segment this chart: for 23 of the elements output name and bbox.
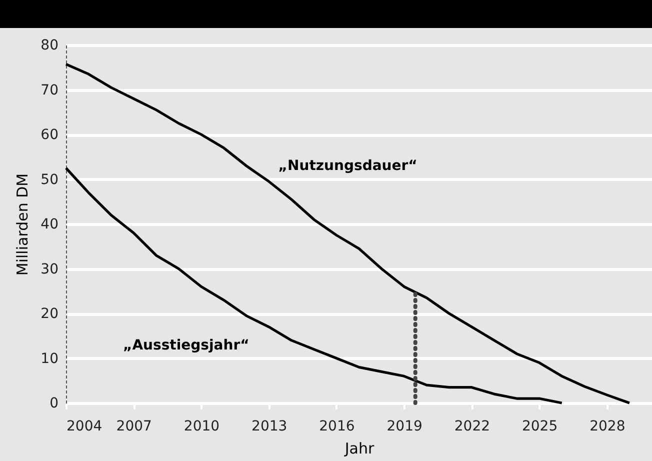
y-tick-label: 10 [40,350,58,367]
series-label: „Ausstiegsjahr“ [122,337,250,354]
x-tick-label: 2004 [66,418,102,434]
x-tick-label: 2007 [116,418,152,434]
x-tick-label: 2019 [386,418,422,434]
x-tick-label: 2010 [184,418,220,434]
y-tick-label: 50 [40,172,58,188]
x-tick-label: 2013 [252,418,288,434]
x-tick-label: 2028 [590,418,626,434]
y-tick-label: 70 [40,82,58,98]
series-label: „Nutzungsdauer“ [278,158,418,174]
y-tick-label: 30 [40,261,58,278]
line-series [64,62,631,404]
y-tick-label: 40 [40,216,58,232]
y-axis-title: Milliarden DM [14,173,32,276]
y-tick-label: 0 [50,396,58,412]
y-tick-label: 60 [40,127,58,143]
x-tick-label: 2025 [522,418,558,434]
y-tick-label: 80 [40,38,58,54]
x-tick-label: 2016 [319,418,355,434]
x-tick-label: 2022 [454,418,490,434]
y-tick-label: 20 [40,306,58,322]
x-axis-title: Jahr [344,440,375,458]
